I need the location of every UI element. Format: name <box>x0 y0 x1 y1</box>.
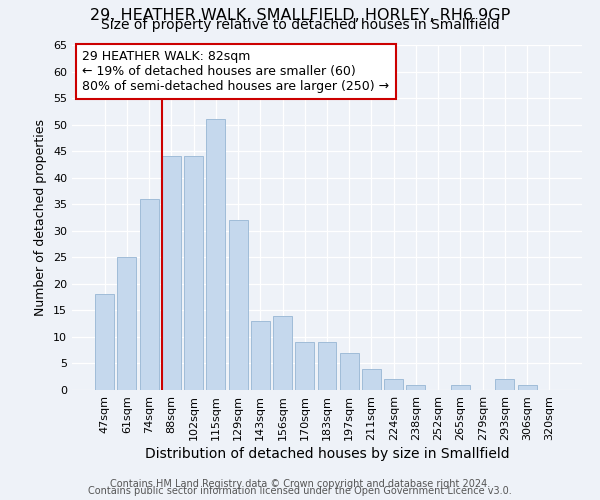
Text: 29 HEATHER WALK: 82sqm
← 19% of detached houses are smaller (60)
80% of semi-det: 29 HEATHER WALK: 82sqm ← 19% of detached… <box>82 50 389 93</box>
Bar <box>317 342 337 390</box>
Bar <box>184 156 203 390</box>
Text: Size of property relative to detached houses in Smallfield: Size of property relative to detached ho… <box>101 18 499 32</box>
Text: 29, HEATHER WALK, SMALLFIELD, HORLEY, RH6 9GP: 29, HEATHER WALK, SMALLFIELD, HORLEY, RH… <box>90 8 510 22</box>
Bar <box>118 258 136 390</box>
Bar <box>251 321 270 390</box>
Bar <box>140 199 158 390</box>
Bar <box>229 220 248 390</box>
Bar <box>273 316 292 390</box>
Y-axis label: Number of detached properties: Number of detached properties <box>34 119 47 316</box>
Bar <box>406 384 425 390</box>
Text: Contains HM Land Registry data © Crown copyright and database right 2024.: Contains HM Land Registry data © Crown c… <box>110 479 490 489</box>
Bar <box>162 156 181 390</box>
Bar <box>95 294 114 390</box>
Bar <box>384 380 403 390</box>
Bar <box>496 380 514 390</box>
X-axis label: Distribution of detached houses by size in Smallfield: Distribution of detached houses by size … <box>145 447 509 461</box>
Bar <box>206 120 225 390</box>
Bar <box>340 353 359 390</box>
Bar <box>451 384 470 390</box>
Bar <box>518 384 536 390</box>
Bar <box>295 342 314 390</box>
Bar <box>362 369 381 390</box>
Text: Contains public sector information licensed under the Open Government Licence v3: Contains public sector information licen… <box>88 486 512 496</box>
